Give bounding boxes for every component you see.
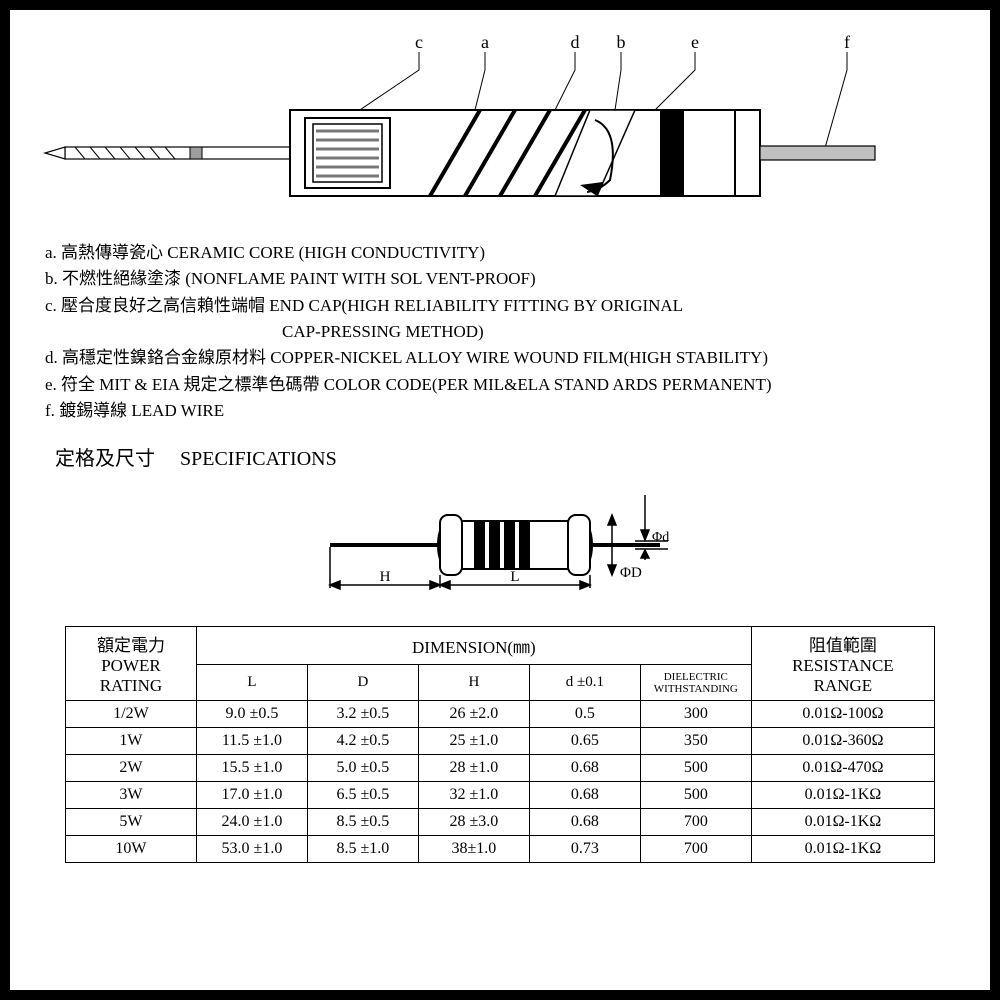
hdr-power: 額定電力 POWER RATING [66,627,197,701]
dim-label-L: L [510,569,519,585]
diagram1-label-f: f [844,32,850,52]
legend-line: e. 符全 MIT & EIA 規定之標準色碼帶 COLOR CODE(PER … [45,372,965,398]
table-row: 3W17.0 ±1.06.5 ±0.532 ±1.00.685000.01Ω-1… [66,782,935,809]
table-cell: 0.01Ω-1KΩ [751,836,934,863]
diagram1-label-b: b [617,32,626,52]
table-cell: 3W [66,782,197,809]
table-cell: 25 ±1.0 [418,728,529,755]
table-cell: 350 [640,728,751,755]
table-cell: 0.68 [529,755,640,782]
table-cell: 0.68 [529,782,640,809]
legend-line: f. 鍍錫導線 LEAD WIRE [45,398,965,424]
specifications-title: 定格及尺寸 SPECIFICATIONS [55,442,965,471]
table-cell: 700 [640,836,751,863]
specifications-table: 額定電力 POWER RATING DIMENSION(㎜) 阻值範圍 RESI… [65,626,935,863]
dim-label-H: H [380,569,391,585]
legend-line: c. 壓合度良好之高信賴性端帽 END CAP(HIGH RELIABILITY… [45,293,965,319]
diagram1-label-e: e [691,32,699,52]
table-row: 2W15.5 ±1.05.0 ±0.528 ±1.00.685000.01Ω-4… [66,755,935,782]
table-row: 1/2W9.0 ±0.53.2 ±0.526 ±2.00.53000.01Ω-1… [66,701,935,728]
subheader: H [418,664,529,701]
hdr-range: 阻值範圍 RESISTANCE RANGE [751,627,934,701]
table-cell: 5W [66,809,197,836]
dim-label-d: Φd [652,530,669,545]
table-cell: 3.2 ±0.5 [307,701,418,728]
table-cell: 32 ±1.0 [418,782,529,809]
table-cell: 24.0 ±1.0 [196,809,307,836]
table-cell: 2W [66,755,197,782]
dimension-diagram: H L ΦD [35,485,965,610]
table-cell: 500 [640,755,751,782]
table-cell: 0.68 [529,809,640,836]
table-cell: 0.5 [529,701,640,728]
table-cell: 700 [640,809,751,836]
table-cell: 0.01Ω-360Ω [751,728,934,755]
subheader: DIELECTRICWITHSTANDING [640,664,751,701]
table-row: 1W11.5 ±1.04.2 ±0.525 ±1.00.653500.01Ω-3… [66,728,935,755]
diagram1-label-a: a [481,32,489,52]
table-cell: 28 ±3.0 [418,809,529,836]
table-cell: 53.0 ±1.0 [196,836,307,863]
table-cell: 5.0 ±0.5 [307,755,418,782]
legend-line: a. 高熱傳導瓷心 CERAMIC CORE (HIGH CONDUCTIVIT… [45,240,965,266]
table-row: 10W53.0 ±1.08.5 ±1.038±1.00.737000.01Ω-1… [66,836,935,863]
table-cell: 500 [640,782,751,809]
table-cell: 0.73 [529,836,640,863]
table-cell: 0.01Ω-470Ω [751,755,934,782]
table-cell: 0.01Ω-100Ω [751,701,934,728]
legend-line: b. 不燃性絕緣塗漆 (NONFLAME PAINT WITH SOL VENT… [45,266,965,292]
hdr-dimension: DIMENSION(㎜) [196,627,751,664]
table-cell: 0.01Ω-1KΩ [751,782,934,809]
page-frame: cadbef [0,0,1000,1000]
legend-line: c. 壓合度良好之高信賴性端帽 CAP-PRESSING METHOD) [45,319,965,345]
subheader: L [196,664,307,701]
table-cell: 1/2W [66,701,197,728]
subheader: D [307,664,418,701]
table-cell: 11.5 ±1.0 [196,728,307,755]
diagram1-label-c: c [415,32,423,52]
table-cell: 6.5 ±0.5 [307,782,418,809]
table-cell: 10W [66,836,197,863]
subheader: d ±0.1 [529,664,640,701]
table-cell: 9.0 ±0.5 [196,701,307,728]
table-cell: 17.0 ±1.0 [196,782,307,809]
spec-title-en: SPECIFICATIONS [180,448,337,470]
legend-line: d. 高穩定性鎳鉻合金線原材料 COPPER-NICKEL ALLOY WIRE… [45,345,965,371]
legend-block: a. 高熱傳導瓷心 CERAMIC CORE (HIGH CONDUCTIVIT… [45,240,965,424]
table-cell: 26 ±2.0 [418,701,529,728]
resistor-cross-section-diagram: cadbef [35,30,965,230]
table-cell: 300 [640,701,751,728]
diagram1-svg: cadbef [35,30,975,230]
table-cell: 4.2 ±0.5 [307,728,418,755]
table-cell: 38±1.0 [418,836,529,863]
table-cell: 0.01Ω-1KΩ [751,809,934,836]
spec-title-cn: 定格及尺寸 [55,448,155,470]
table-cell: 8.5 ±0.5 [307,809,418,836]
table-row: 5W24.0 ±1.08.5 ±0.528 ±3.00.687000.01Ω-1… [66,809,935,836]
table-cell: 15.5 ±1.0 [196,755,307,782]
table-cell: 0.65 [529,728,640,755]
diagram2-svg: H L ΦD [290,485,710,605]
table-cell: 28 ±1.0 [418,755,529,782]
table-cell: 8.5 ±1.0 [307,836,418,863]
table-cell: 1W [66,728,197,755]
dim-label-D: ΦD [620,565,642,581]
diagram1-label-d: d [571,32,580,52]
